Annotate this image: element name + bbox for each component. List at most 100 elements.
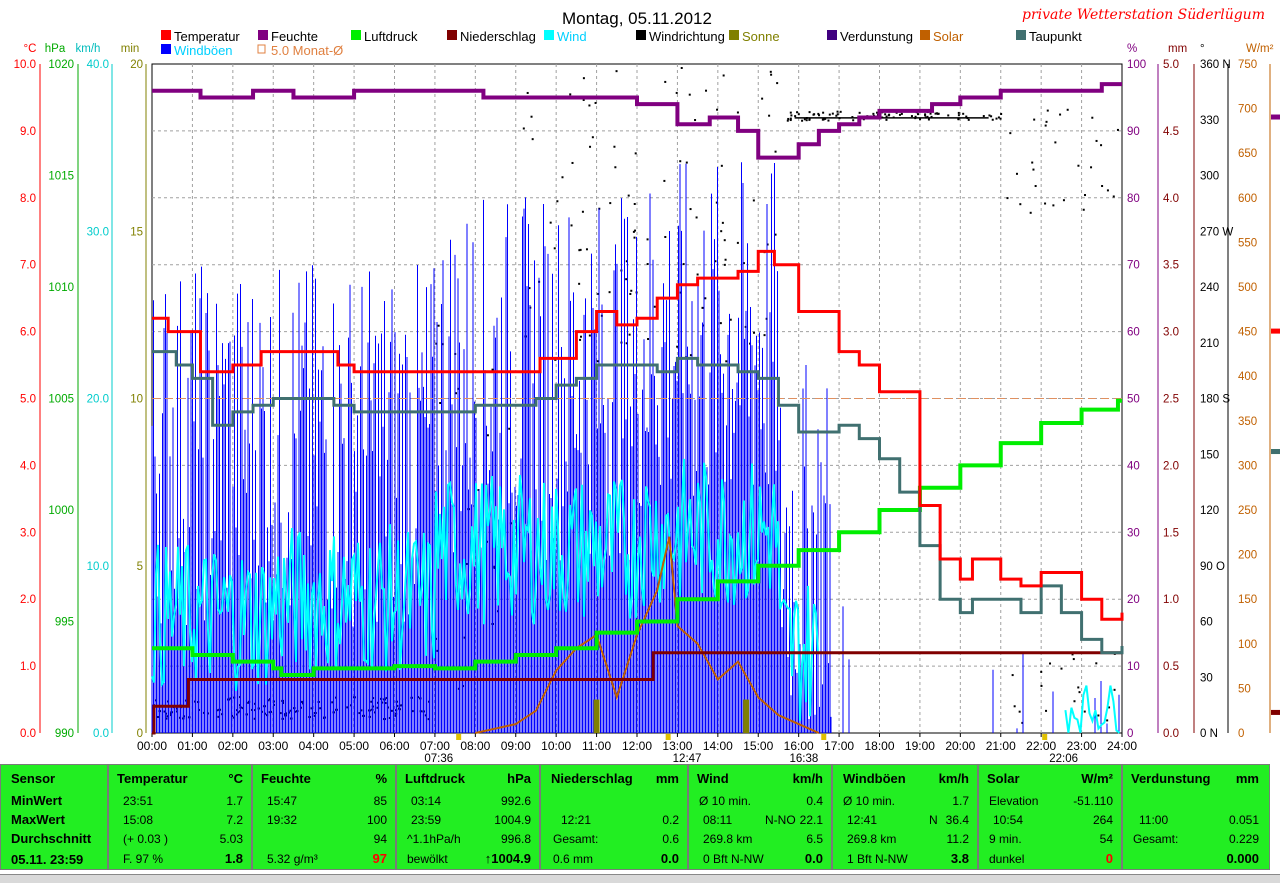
stats-solar-panel: Solar W/m² Elevation -51.110 10:54 264 9… [978,764,1122,870]
station-name: private Wetterstation Süderlügum [1022,7,1265,23]
wind-direction-point [997,116,1000,119]
stat-time: 03:14 [411,794,442,808]
x-tick-label: 18:00 [864,739,894,753]
wind-direction-point [787,117,790,120]
stat-note: 0.6 mm [553,852,594,866]
wind-direction-point [1054,141,1057,144]
stats-windboeen-unit: km/h [938,771,969,786]
wind-direction-point [827,119,830,122]
tick-label: 9.0 [20,126,36,138]
sun-marker-icon [1042,734,1048,740]
temperature-series [152,249,1124,621]
wind-direction-point [613,145,616,148]
wind-direction-point [924,114,927,117]
wind-direction-point [723,239,726,242]
status-bar [0,874,1280,883]
axis-unit: km/h [76,43,101,55]
x-tick-label: 19:00 [905,739,935,753]
legend-swatch [920,30,930,40]
wind-direction-point [808,111,811,114]
axis-current-marker [1271,328,1280,334]
sunshine-bar [593,699,600,733]
stat-value: 264 [1092,813,1113,827]
wind-direction-point [1106,719,1109,722]
wind-direction-point [166,700,169,703]
tick-label: 1.0 [1163,594,1179,606]
wind-direction-point [736,241,739,244]
wind-direction-point [1078,691,1081,694]
stats-niederschlag-panel: Niederschlag mm 12:21 0.2 Gesamt: 0.6 0.… [540,764,688,870]
tick-label: 500 [1238,282,1257,294]
legend-swatch [161,30,171,40]
wind-direction-point [427,700,430,703]
wind-direction-point [531,138,534,141]
wind-direction-point [561,176,564,179]
stat-label: 9 min. [989,832,1022,846]
wind-direction-point [808,118,811,121]
wind-direction-point [273,700,276,703]
wind-direction-point [1062,199,1065,202]
legend-label: Verdunstung [840,29,913,44]
wind-direction-point [900,112,903,115]
stats-niederschlag-header: Niederschlag [551,771,633,786]
sun-marker-label: 12:47 [673,753,702,765]
wind-direction-point [175,707,178,710]
wind-direction-point [363,714,366,717]
wind-direction-point [822,111,825,114]
wind-direction-point [821,118,824,121]
arrow-up-icon: ↑ [484,851,492,866]
stats-verdunstung-unit: mm [1235,771,1259,786]
x-tick-label: 22:00 [1026,739,1056,753]
wind-direction-point [594,101,597,104]
wind-direction-point [1113,688,1116,691]
wind-direction-point [753,331,756,334]
stat-time: 08:11 [703,813,733,827]
x-tick-label: 12:00 [622,739,652,753]
wind-direction-point [334,696,337,699]
wind-direction-point [615,70,618,73]
tick-label: 3.5 [1163,260,1179,272]
x-tick-label: 16:00 [784,739,814,753]
wind-direction-point [581,210,584,213]
wind-direction-point [235,709,238,712]
x-tick-label: 00:00 [137,739,167,753]
tick-label: 1.5 [1163,527,1179,539]
wind-direction-point [253,702,256,705]
stats-luftdruck-unit: hPa [507,771,531,786]
wind-direction-point [1060,667,1063,670]
legend-swatch [544,30,554,40]
tick-label: 1020 [48,59,74,71]
wind-direction-point [851,116,854,119]
wind-direction-point [1100,144,1103,147]
tick-label: 1005 [48,394,74,406]
wind-direction-point [805,119,808,122]
tick-label: 120 [1200,505,1219,517]
tick-label: 350 [1238,416,1257,428]
stats-row-label: Durchschnitt [11,831,92,846]
x-tick-label: 07:00 [420,739,450,753]
solar-series [475,536,820,734]
tick-label: 90 O [1200,561,1225,573]
wind-direction-point [591,136,594,139]
stat-current: 0 [1105,851,1113,866]
x-tick-label: 21:00 [986,739,1016,753]
wind-direction-point [752,199,755,202]
tick-label: 0 N [1200,728,1218,740]
wind-direction-point [435,637,438,640]
wind-direction-point [858,111,861,114]
wind-direction-point [962,112,965,115]
wind-direction-point [836,110,839,113]
stat-note: bewölkt [407,852,448,866]
wind-direction-point [270,710,273,713]
stats-verdunstung-header: Verdunstung [1131,771,1211,786]
stats-luftdruck-header: Luftdruck [405,771,465,786]
tick-label: 400 [1238,371,1257,383]
plot-area [151,66,1124,735]
wind-direction-point [803,118,806,121]
wind-direction-point [720,230,723,233]
tick-label: 70 [1127,260,1140,272]
wind-direction-point [725,360,728,363]
wind-direction-point [689,208,692,211]
stat-value: 0.2 [662,813,679,827]
sun-marker-label: 16:38 [789,753,818,765]
